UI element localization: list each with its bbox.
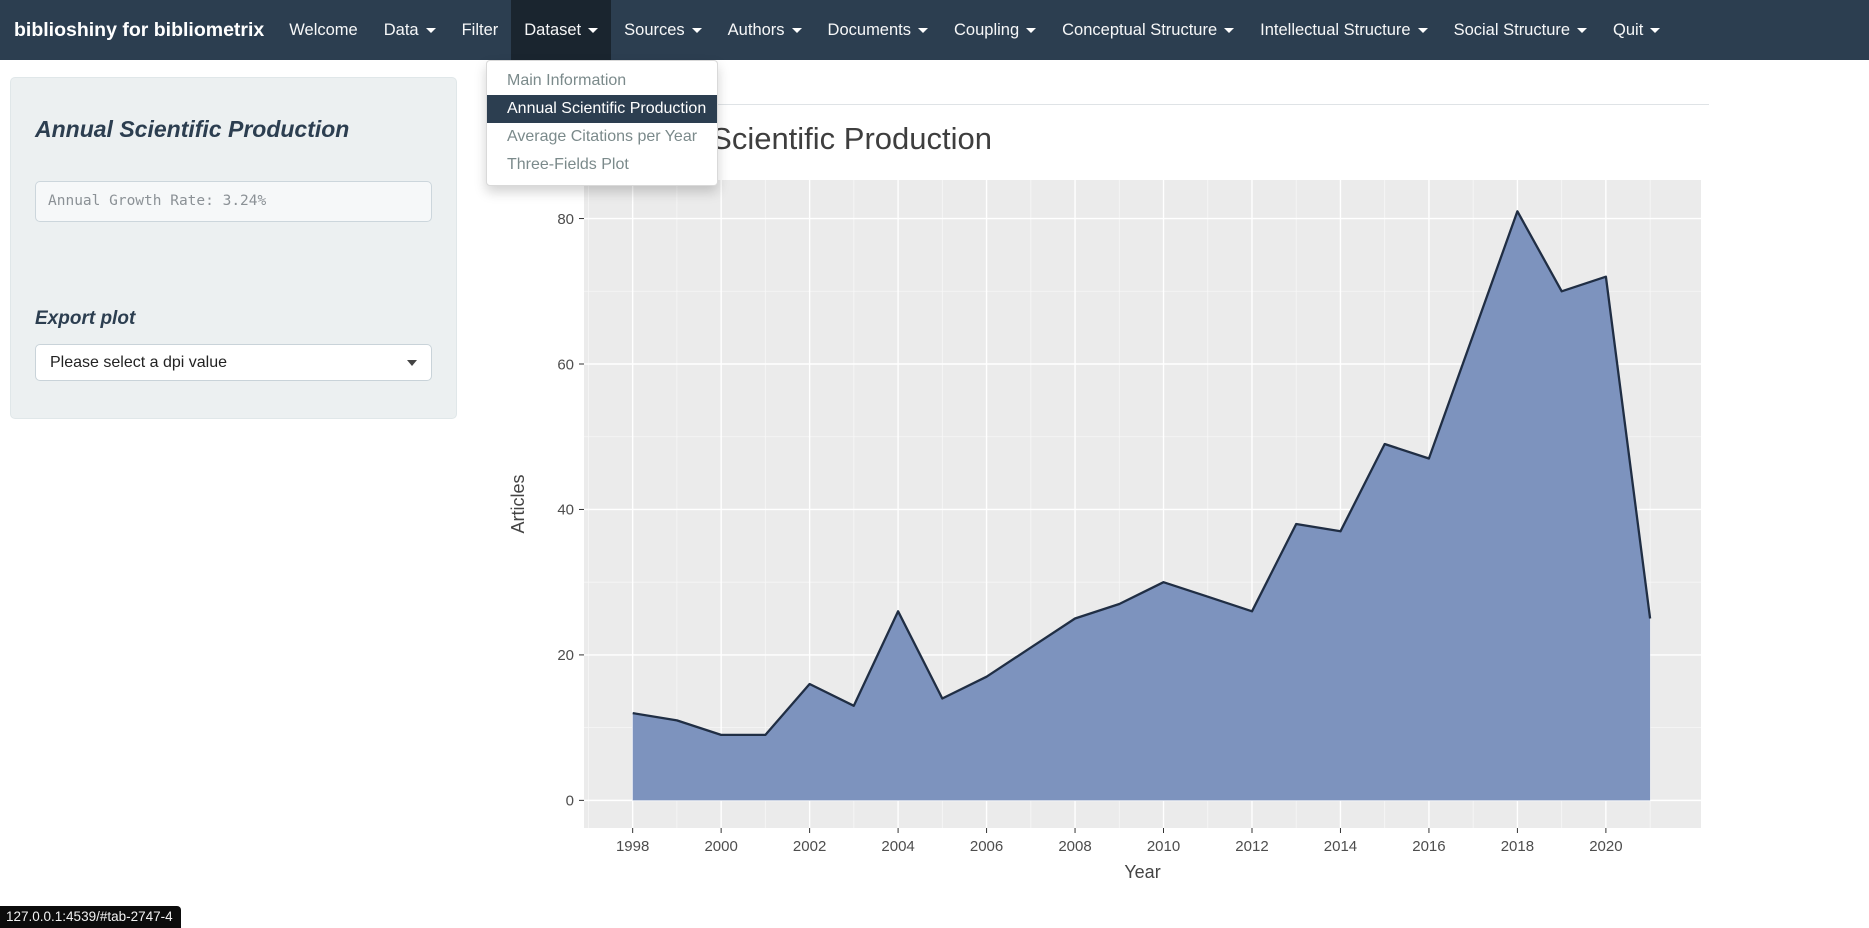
nav-item-label: Sources bbox=[624, 21, 685, 39]
svg-text:2014: 2014 bbox=[1324, 838, 1357, 855]
svg-text:2006: 2006 bbox=[970, 838, 1003, 855]
svg-text:2004: 2004 bbox=[881, 838, 914, 855]
nav-item-label: Documents bbox=[827, 21, 911, 39]
annual-growth-rate-field[interactable]: Annual Growth Rate: 3.24% bbox=[35, 181, 432, 222]
svg-text:2008: 2008 bbox=[1058, 838, 1091, 855]
svg-text:80: 80 bbox=[557, 211, 574, 228]
area-series[interactable] bbox=[632, 210, 1652, 801]
chevron-down-icon bbox=[407, 360, 417, 366]
caret-down-icon bbox=[1026, 28, 1037, 34]
y-axis-title: Articles bbox=[508, 474, 528, 533]
nav-item-sources[interactable]: Sources bbox=[611, 0, 715, 60]
svg-text:2002: 2002 bbox=[793, 838, 826, 855]
nav-item-filter[interactable]: Filter bbox=[449, 0, 512, 60]
svg-text:2012: 2012 bbox=[1235, 838, 1268, 855]
nav-item-quit[interactable]: Quit bbox=[1600, 0, 1673, 60]
svg-text:20: 20 bbox=[557, 647, 574, 664]
nav-item-social-structure[interactable]: Social Structure bbox=[1441, 0, 1600, 60]
svg-text:2000: 2000 bbox=[704, 838, 737, 855]
svg-text:2020: 2020 bbox=[1589, 838, 1622, 855]
svg-text:2016: 2016 bbox=[1412, 838, 1445, 855]
nav-item-label: Coupling bbox=[954, 21, 1020, 39]
caret-down-icon bbox=[1577, 28, 1588, 34]
navbar-menu: Welcome Data Filter Dataset Sources Authors Do… bbox=[276, 0, 1673, 60]
nav-item-welcome[interactable]: Welcome bbox=[276, 0, 370, 60]
sidebar-title: Annual Scientific Production bbox=[35, 116, 350, 142]
svg-text:40: 40 bbox=[557, 502, 574, 519]
svg-text:2018: 2018 bbox=[1501, 838, 1534, 855]
svg-text:2010: 2010 bbox=[1147, 838, 1180, 855]
dropdown-item-three-fields-plot[interactable]: Three-Fields Plot bbox=[507, 156, 629, 173]
caret-down-icon bbox=[1417, 28, 1428, 34]
dpi-select[interactable]: Please select a dpi value bbox=[35, 344, 432, 381]
nav-item-conceptual-structure[interactable]: Conceptual Structure bbox=[1049, 0, 1247, 60]
status-url-tooltip: 127.0.0.1:4539/#tab-2747-4 bbox=[0, 906, 181, 928]
caret-down-icon bbox=[691, 28, 702, 34]
nav-item-label: Social Structure bbox=[1453, 21, 1571, 39]
sidebar-panel: Annual Scientific Production Annual Grow… bbox=[10, 77, 457, 419]
caret-down-icon bbox=[791, 28, 802, 34]
dropdown-item-main-information[interactable]: Main Information bbox=[507, 72, 627, 89]
svg-text:1998: 1998 bbox=[616, 838, 649, 855]
nav-item-data[interactable]: Data bbox=[371, 0, 449, 60]
tab-content-divider bbox=[560, 104, 1709, 105]
nav-item-label: Authors bbox=[727, 21, 785, 39]
x-axis: 1998 2000 2002 2004 2006 2008 2010 2012 2014 2016… bbox=[616, 828, 1623, 855]
svg-text:0: 0 bbox=[566, 793, 574, 810]
svg-text:60: 60 bbox=[557, 356, 574, 373]
nav-item-label: Data bbox=[383, 21, 419, 39]
nav-item-label: Intellectual Structure bbox=[1260, 21, 1411, 39]
navbar: biblioshiny for bibliometrix Welcome Data… bbox=[0, 0, 1869, 60]
nav-item-documents[interactable]: Documents bbox=[815, 0, 941, 60]
dropdown-item-annual-scientific-production[interactable]: Annual Scientific Production bbox=[487, 95, 717, 123]
nav-item-label: Filter bbox=[461, 21, 499, 39]
x-axis-title: Year bbox=[1124, 862, 1160, 882]
nav-item-label: Quit bbox=[1613, 21, 1644, 39]
caret-down-icon bbox=[1224, 28, 1235, 34]
nav-item-label: Conceptual Structure bbox=[1062, 21, 1218, 39]
nav-item-coupling[interactable]: Coupling bbox=[941, 0, 1049, 60]
annual-growth-rate-value: Annual Growth Rate: 3.24% bbox=[48, 193, 267, 209]
dpi-select-placeholder: Please select a dpi value bbox=[50, 354, 227, 371]
y-axis: 0 20 40 60 80 bbox=[557, 211, 584, 810]
navbar-brand[interactable]: biblioshiny for bibliometrix bbox=[14, 19, 265, 41]
caret-down-icon bbox=[588, 28, 599, 34]
nav-item-label: Dataset bbox=[524, 21, 582, 39]
nav-item-label: Welcome bbox=[289, 21, 358, 39]
dropdown-item-average-citations-per-year[interactable]: Average Citations per Year bbox=[507, 128, 698, 145]
nav-item-intellectual-structure[interactable]: Intellectual Structure bbox=[1247, 0, 1440, 60]
export-plot-title: Export plot bbox=[35, 308, 136, 329]
nav-item-authors[interactable]: Authors bbox=[715, 0, 815, 60]
caret-down-icon bbox=[1650, 28, 1661, 34]
dataset-dropdown-menu: Main Information Annual Scientific Produc… bbox=[486, 60, 718, 186]
caret-down-icon bbox=[425, 28, 436, 34]
caret-down-icon bbox=[918, 28, 928, 34]
nav-item-dataset[interactable]: Dataset bbox=[511, 0, 612, 60]
annual-production-area-chart[interactable]: 0 20 40 60 80 1998 2000 2002 2004 2006 2008 2010 201… bbox=[480, 160, 1740, 910]
